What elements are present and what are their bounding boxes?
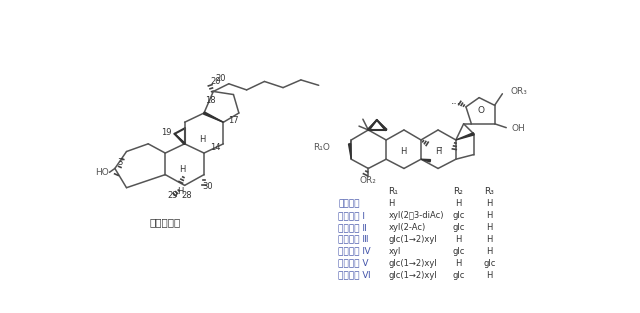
Text: xyl(2-Ac): xyl(2-Ac) [388, 223, 426, 232]
Text: glc(1→2)xyl: glc(1→2)xyl [388, 259, 437, 268]
Text: 17: 17 [228, 116, 239, 125]
Text: glc: glc [452, 271, 465, 280]
Text: 18: 18 [205, 96, 216, 105]
Text: HO: HO [95, 168, 109, 177]
Text: 3: 3 [118, 158, 123, 167]
Text: xyl(2，3-diAc): xyl(2，3-diAc) [388, 211, 444, 220]
Text: glc: glc [452, 211, 465, 220]
Text: 黄茪皊苷 Ⅰ: 黄茪皊苷 Ⅰ [338, 211, 365, 220]
Text: 28: 28 [182, 191, 192, 200]
Text: H̅: H̅ [435, 147, 441, 156]
Text: H: H [455, 259, 461, 268]
Text: R₃: R₃ [484, 187, 494, 196]
Text: 环黄茪醇: 环黄茪醇 [338, 199, 360, 208]
Text: 20: 20 [216, 74, 227, 83]
Text: 29: 29 [168, 191, 179, 200]
Text: H: H [199, 135, 205, 144]
Polygon shape [367, 120, 377, 131]
Polygon shape [456, 133, 474, 140]
Text: glc(1→2)xyl: glc(1→2)xyl [388, 235, 437, 244]
Text: H: H [486, 199, 492, 208]
Text: 14: 14 [211, 143, 221, 152]
Text: R₂: R₂ [453, 187, 463, 196]
Polygon shape [204, 112, 223, 122]
Text: H: H [486, 235, 492, 244]
Polygon shape [421, 159, 431, 162]
Text: OR₂: OR₂ [360, 176, 377, 184]
Text: glc(1→2)xyl: glc(1→2)xyl [388, 271, 437, 280]
Text: 黄茪皊苷 Ⅱ: 黄茪皊苷 Ⅱ [338, 223, 367, 232]
Text: 30: 30 [203, 182, 213, 191]
Text: H: H [486, 211, 492, 220]
Polygon shape [377, 120, 387, 131]
Text: glc: glc [452, 247, 465, 256]
Text: OH: OH [511, 124, 525, 133]
Text: H: H [455, 199, 461, 208]
Text: 黄茪皊苷 Ⅳ: 黄茪皊苷 Ⅳ [338, 247, 371, 256]
Text: H: H [177, 187, 184, 196]
Text: H: H [486, 223, 492, 232]
Text: R₁O: R₁O [313, 143, 330, 152]
Polygon shape [349, 144, 351, 159]
Text: R₁: R₁ [388, 187, 398, 196]
Text: H: H [388, 199, 395, 208]
Text: H: H [486, 247, 492, 256]
Text: 黄茪皊苷 Ⅴ: 黄茪皊苷 Ⅴ [338, 259, 369, 268]
Text: H: H [455, 235, 461, 244]
Text: OR₃: OR₃ [510, 87, 527, 96]
Text: xyl: xyl [388, 247, 401, 256]
Text: ...: ... [451, 96, 461, 106]
Text: glc: glc [452, 223, 465, 232]
Text: 环菠萝蜜烷: 环菠萝蜜烷 [150, 217, 181, 227]
Polygon shape [175, 134, 185, 144]
Text: 19: 19 [161, 128, 172, 137]
Text: 黄茪皊苷 Ⅲ: 黄茪皊苷 Ⅲ [338, 235, 369, 244]
Text: 黄茪皊苷 Ⅵ: 黄茪皊苷 Ⅵ [338, 271, 371, 280]
Text: 20: 20 [211, 77, 221, 86]
Text: glc: glc [483, 259, 495, 268]
Text: H: H [179, 166, 186, 175]
Text: H: H [486, 271, 492, 280]
Text: O: O [478, 106, 485, 115]
Text: H: H [400, 147, 406, 156]
